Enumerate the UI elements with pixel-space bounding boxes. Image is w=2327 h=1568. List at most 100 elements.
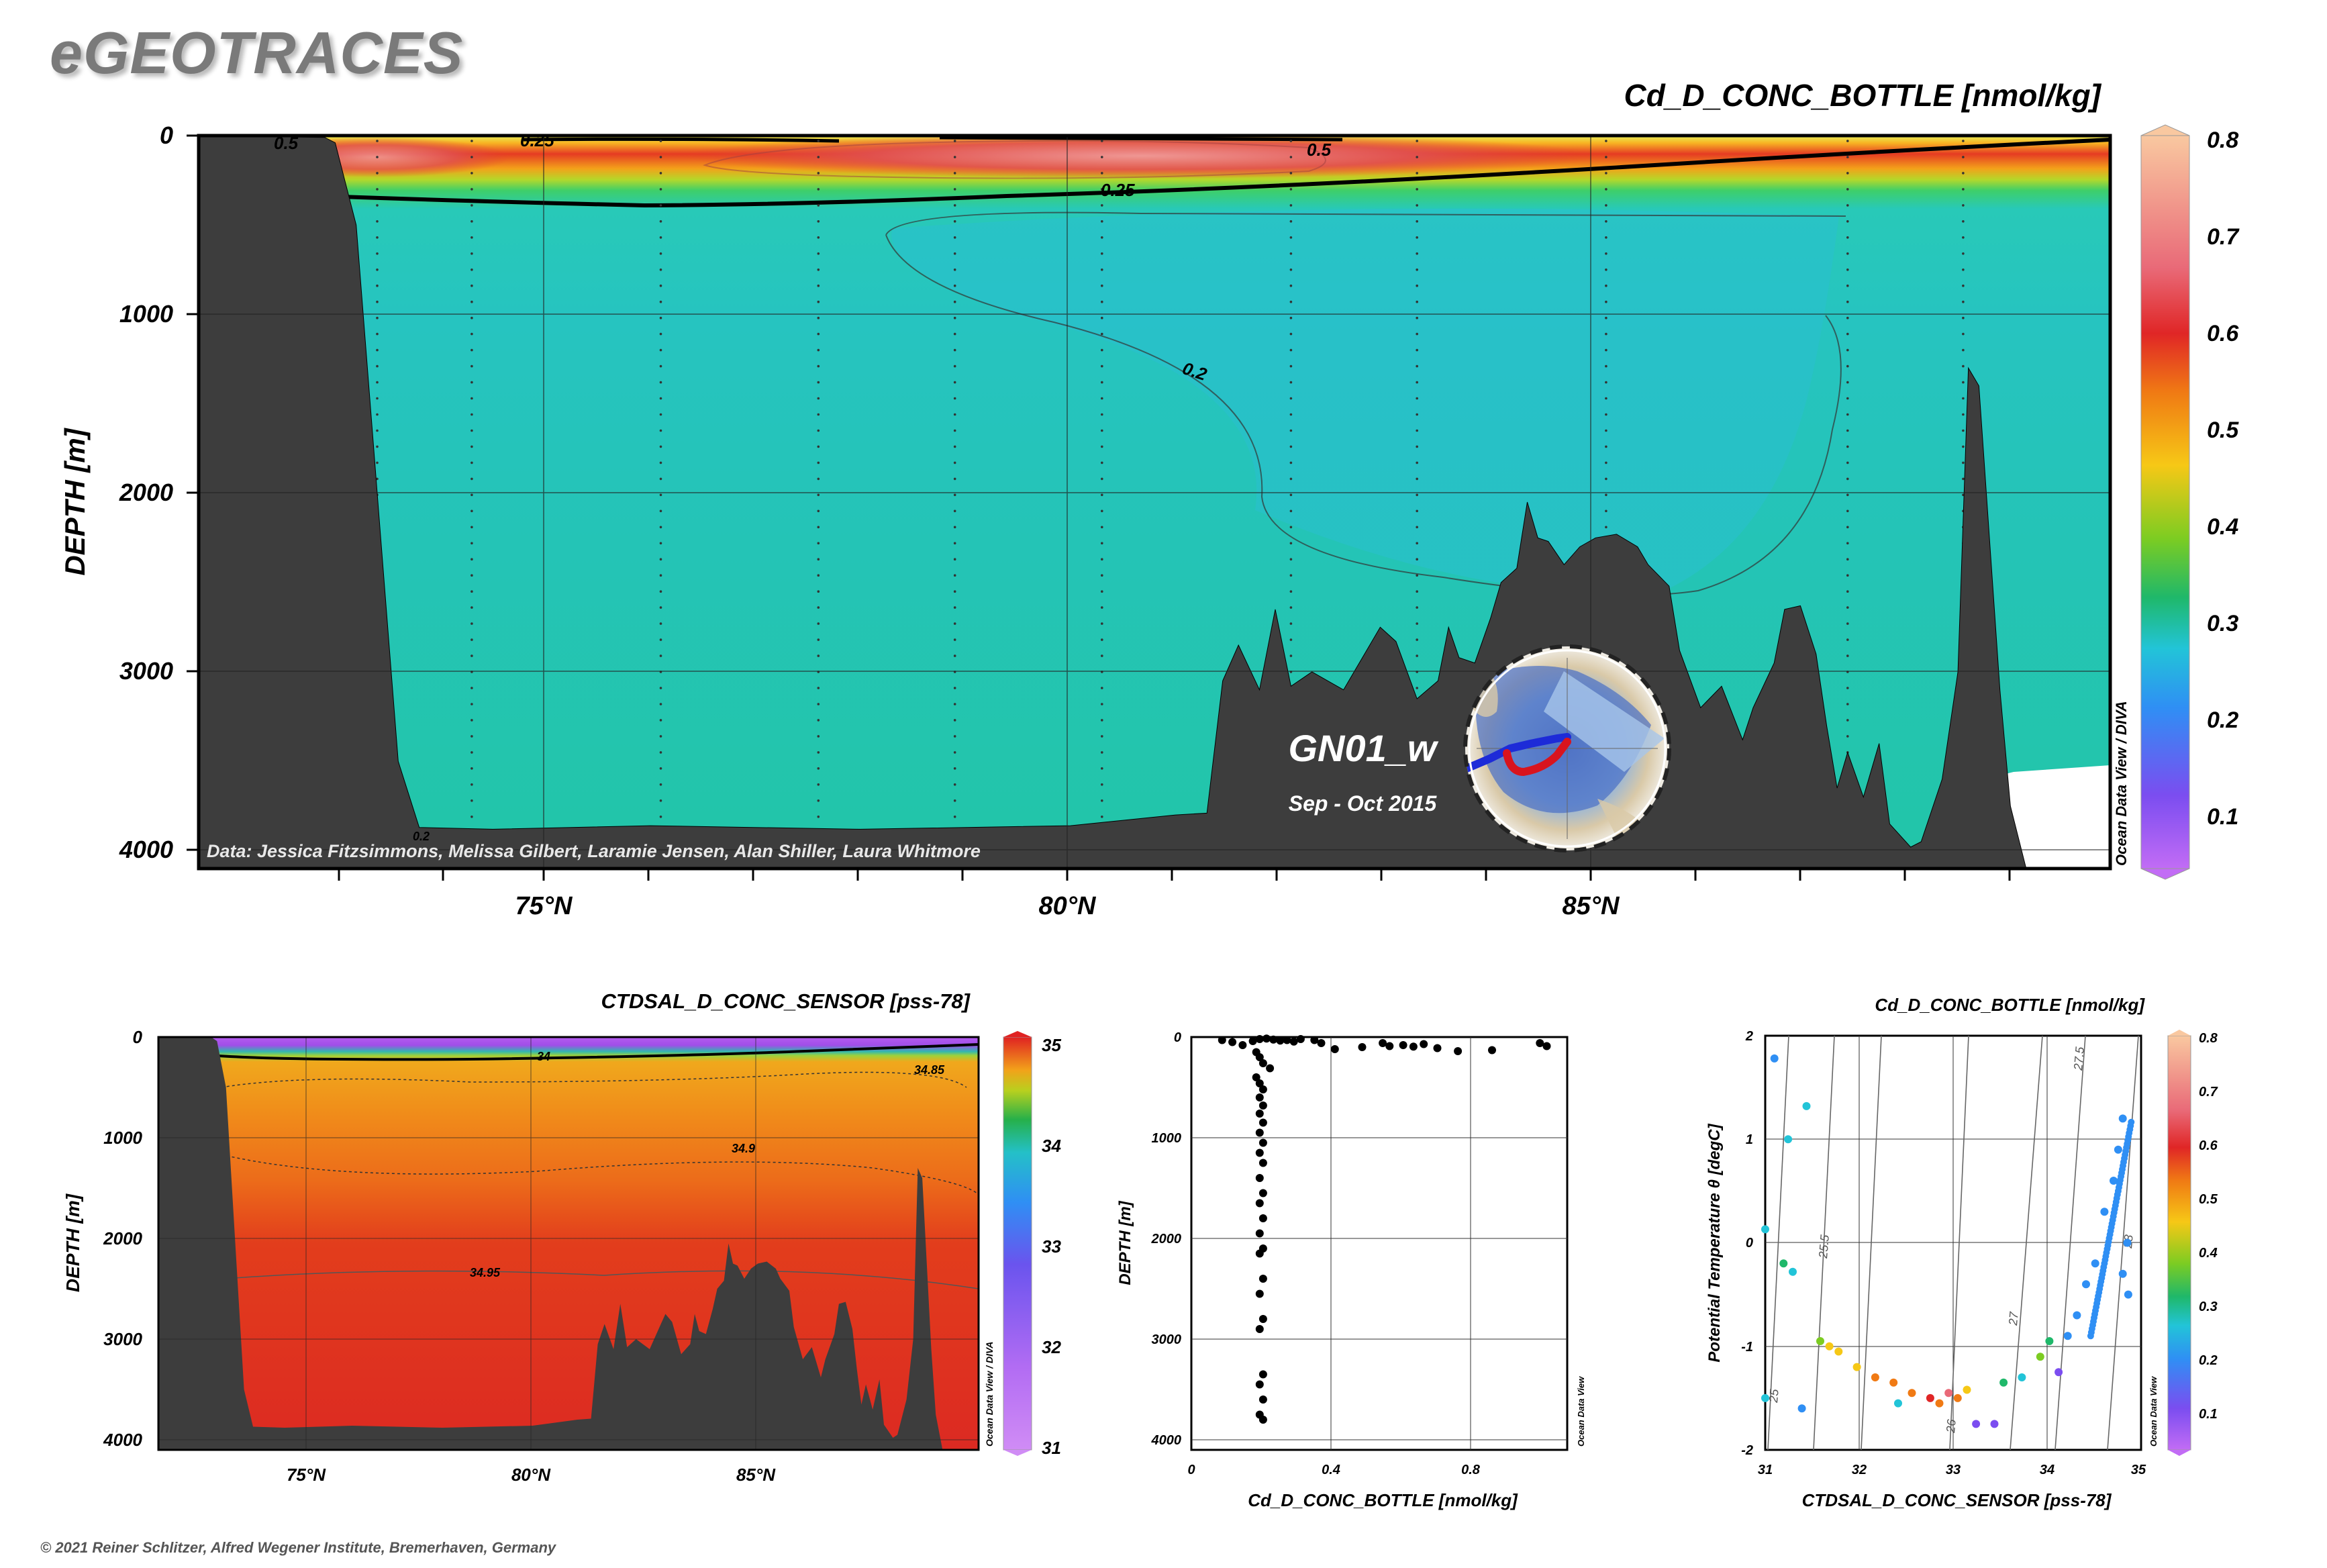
station-sample-dot: [1962, 252, 1965, 255]
sal-contour-label-34: 34: [537, 1050, 550, 1063]
station-sample-dot: [1416, 284, 1418, 287]
ts-cbar-0.5: 0.5: [2199, 1192, 2218, 1207]
station-sample-dot: [471, 284, 473, 287]
station-sample-dot: [1962, 204, 1965, 207]
station-sample-dot: [1416, 204, 1418, 207]
station-sample-dot: [1605, 413, 1607, 416]
station-sample-dot: [471, 220, 473, 223]
profile-point: [1283, 1036, 1291, 1044]
station-sample-dot: [1289, 284, 1293, 287]
station-sample-dot: [817, 654, 820, 657]
station-sample-dot: [659, 542, 662, 545]
station-sample-dot: [1101, 413, 1103, 416]
main-side-label: Ocean Data View / DIVA: [2113, 701, 2130, 866]
station-sample-dot: [1289, 654, 1293, 657]
station-sample-dot: [1605, 364, 1607, 368]
profile-point: [1262, 1034, 1271, 1043]
profile-point: [1310, 1036, 1319, 1044]
profile-point: [1399, 1041, 1407, 1049]
station-sample-dot: [953, 397, 956, 400]
ts-colorbar-bottom-cap: [2168, 1450, 2191, 1456]
ts-y-axis-label: Potential Temperature θ [degC]: [1705, 1123, 1724, 1362]
station-sample-dot: [1605, 252, 1607, 255]
station-sample-dot: [376, 300, 379, 303]
ts-x-tick-31: 31: [1758, 1463, 1773, 1477]
station-sample-dot: [659, 816, 662, 818]
station-sample-dot: [1101, 429, 1103, 432]
station-sample-dot: [659, 461, 662, 464]
cruise-track-map: [1463, 644, 1671, 852]
station-sample-dot: [1605, 445, 1607, 448]
station-sample-dot: [471, 816, 473, 818]
station-sample-dot: [953, 687, 956, 689]
profile-point: [1258, 1189, 1267, 1197]
station-sample-dot: [376, 204, 379, 207]
ts-point: [1935, 1399, 1944, 1408]
station-sample-dot: [376, 220, 379, 223]
station-sample-dot: [1846, 719, 1849, 722]
station-sample-dot: [1605, 140, 1607, 142]
station-sample-dot: [659, 590, 662, 593]
profile-point: [1296, 1035, 1305, 1043]
station-sample-dot: [471, 316, 473, 320]
ts-point: [1761, 1225, 1769, 1234]
ts-y-tick-0: 0: [1746, 1236, 1753, 1251]
sal-cbar-31: 31: [1042, 1438, 1061, 1458]
profile-point: [1258, 1214, 1267, 1222]
station-sample-dot: [1289, 316, 1293, 320]
station-sample-dot: [471, 268, 473, 271]
contour-label-0.2-deep: 0.2: [413, 830, 430, 843]
ts-x-tick-34: 34: [2040, 1463, 2054, 1477]
profile-point: [1252, 1073, 1260, 1081]
profile-y-tick-4000: 4000: [1151, 1433, 1182, 1448]
main-y-tick-4000: 4000: [119, 836, 173, 863]
ts-point: [1926, 1393, 1934, 1402]
station-sample-dot: [1289, 332, 1293, 336]
station-sample-dot: [953, 542, 956, 545]
station-sample-dot: [1416, 188, 1418, 191]
station-sample-dot: [953, 590, 956, 593]
station-sample-dot: [1962, 445, 1965, 448]
ts-point: [1816, 1337, 1824, 1345]
station-sample-dot: [953, 493, 956, 497]
profile-x-axis-label: Cd_D_CONC_BOTTLE [nmol/kg]: [1248, 1490, 1518, 1510]
station-sample-dot: [1846, 172, 1849, 175]
station-sample-dot: [1846, 252, 1849, 255]
main-x-ticks: [338, 869, 2011, 881]
station-sample-dot: [1962, 236, 1965, 239]
ts-point: [2118, 1269, 2127, 1278]
station-sample-dot: [1289, 542, 1293, 545]
ts-point: [2045, 1337, 2054, 1345]
station-sample-dot: [1289, 364, 1293, 368]
station-sample-dot: [659, 767, 662, 770]
station-sample-dot: [471, 509, 473, 513]
main-cbar-0.6: 0.6: [2207, 321, 2239, 346]
station-sample-dot: [1605, 461, 1607, 464]
ts-point: [1852, 1363, 1861, 1371]
ts-point: [2123, 1238, 2132, 1247]
station-sample-dot: [1846, 397, 1849, 400]
profile-point: [1269, 1035, 1278, 1044]
main-section-plot: Cd_D_CONC_BOTTLE [nmol/kg] 0.5 0.25 0.5 …: [59, 78, 2240, 920]
station-sample-dot: [953, 413, 956, 416]
station-sample-dot: [471, 638, 473, 641]
station-sample-dot: [1846, 332, 1849, 336]
station-sample-dot: [471, 364, 473, 368]
contour-0.25-upper: [523, 136, 1343, 143]
station-sample-dot: [1101, 397, 1103, 400]
station-sample-dot: [1289, 204, 1293, 207]
station-sample-dot: [659, 252, 662, 255]
station-sample-dot: [1416, 220, 1418, 223]
station-sample-dot: [1101, 590, 1103, 593]
main-cbar-0.8: 0.8: [2207, 128, 2238, 153]
station-sample-dot: [1846, 413, 1849, 416]
station-sample-dot: [471, 172, 473, 175]
sal-y-tick-4000: 4000: [103, 1430, 142, 1450]
station-sample-dot: [817, 687, 820, 689]
station-sample-dot: [376, 413, 379, 416]
station-sample-dot: [1101, 638, 1103, 641]
station-sample-dot: [471, 204, 473, 207]
station-sample-dot: [817, 413, 820, 416]
station-sample-dot: [817, 429, 820, 432]
main-cbar-0.5: 0.5: [2207, 418, 2239, 443]
